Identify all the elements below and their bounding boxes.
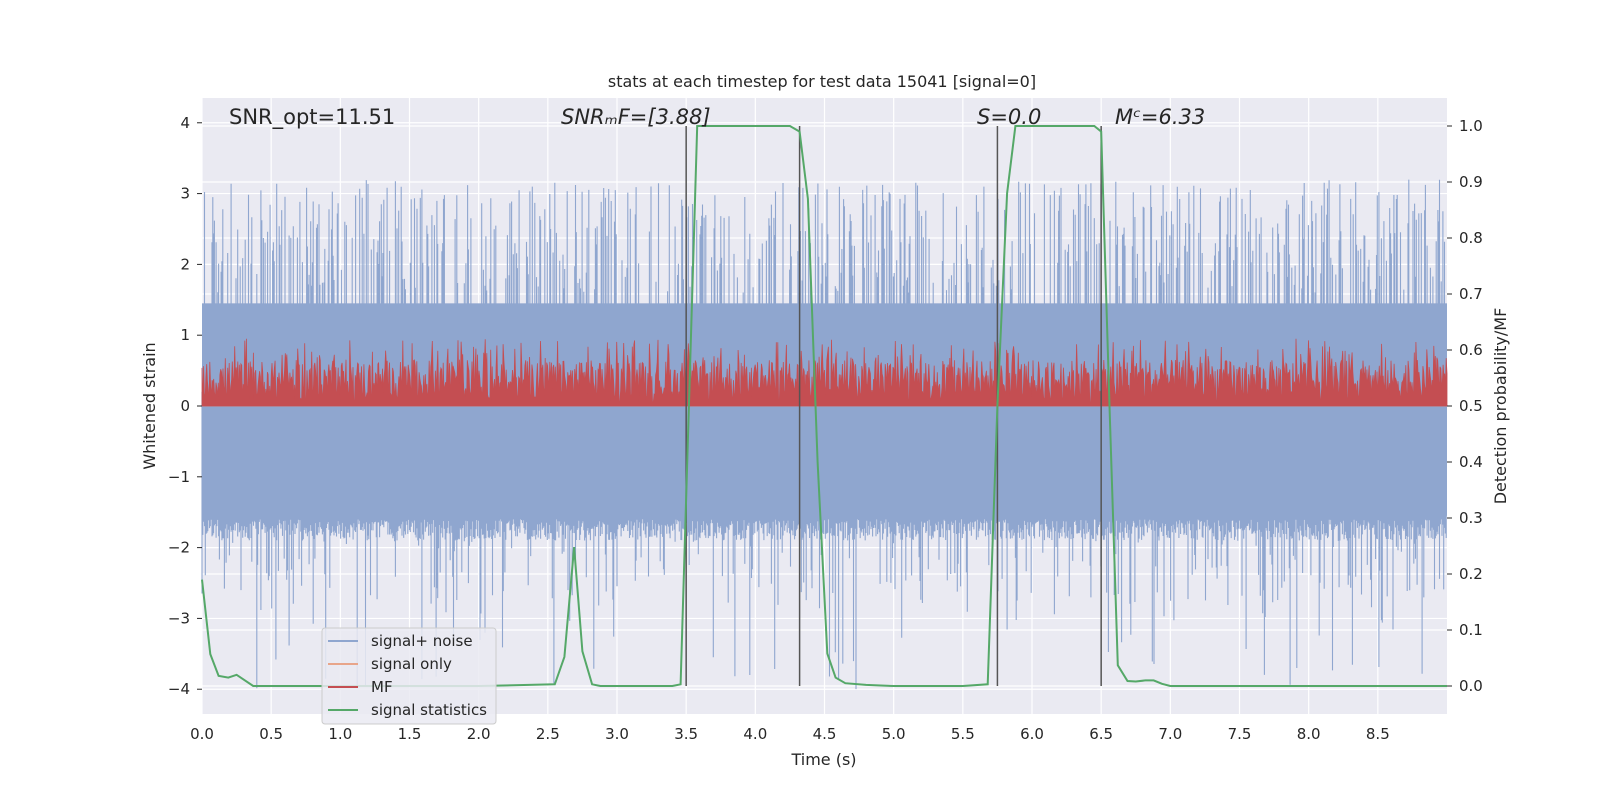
y-left-tick-label: 1 <box>180 326 190 344</box>
y-left-axis-label: Whitened strain <box>140 342 159 469</box>
y-right-tick-label: 0.1 <box>1459 621 1483 639</box>
x-tick-label: 7.5 <box>1228 725 1252 743</box>
y-left-tick-label: −4 <box>168 680 190 698</box>
x-tick-label: 5.5 <box>951 725 975 743</box>
y-left-tick-label: −2 <box>168 539 190 557</box>
y-right-tick-label: 0.8 <box>1459 229 1483 247</box>
x-tick-label: 5.0 <box>882 725 906 743</box>
x-tick-label: 6.5 <box>1089 725 1113 743</box>
y-right-tick-label: 1.0 <box>1459 117 1483 135</box>
y-left-tick-label: 0 <box>180 397 190 415</box>
legend-label-signal-noise: signal+ noise <box>371 632 473 650</box>
legend-label-signal-only: signal only <box>371 655 452 673</box>
x-tick-label: 0.5 <box>259 725 283 743</box>
x-tick-label: 7.0 <box>1158 725 1182 743</box>
x-tick-label: 3.0 <box>605 725 629 743</box>
y-right-tick-label: 0.4 <box>1459 453 1483 471</box>
y-right-axis-label: Detection probability/MF <box>1491 308 1510 505</box>
annotation-snr-mf: SNRₘF=[3.88] <box>561 105 711 129</box>
y-right-tick-label: 0.7 <box>1459 285 1483 303</box>
y-right-tick-label: 0.2 <box>1459 565 1483 583</box>
x-tick-label: 2.0 <box>467 725 491 743</box>
y-left-tick-label: 4 <box>180 114 190 132</box>
legend-box <box>321 627 497 725</box>
y-right-tick-label: 0.0 <box>1459 677 1483 695</box>
y-left-tick-label: −1 <box>168 468 190 486</box>
chart-title: stats at each timestep for test data 150… <box>608 72 1036 91</box>
legend: signal+ noise signal only MF signal stat… <box>321 627 497 725</box>
y-right-axis-ticks: 0.0 0.1 0.2 0.3 0.4 0.5 0.6 0.7 0.8 0.9 1.0 <box>1447 117 1483 695</box>
x-tick-label: 8.5 <box>1366 725 1390 743</box>
x-tick-label: 4.5 <box>813 725 837 743</box>
legend-label-mf: MF <box>371 678 393 696</box>
x-tick-label: 3.5 <box>674 725 698 743</box>
x-tick-label: 1.0 <box>328 725 352 743</box>
y-left-tick-label: 2 <box>180 255 190 273</box>
y-left-tick-label: 3 <box>180 185 190 203</box>
y-left-tick-label: −3 <box>168 609 190 627</box>
y-right-tick-label: 0.3 <box>1459 509 1483 527</box>
x-tick-label: 0.0 <box>190 725 214 743</box>
x-tick-label: 8.0 <box>1297 725 1321 743</box>
series-mf <box>201 338 1448 407</box>
x-axis-ticks: 0.0 0.5 1.0 1.5 2.0 2.5 3.0 3.5 4.0 4.5 5.0 5.5 6.0 6… <box>190 725 1390 743</box>
annotation-snr-opt: SNR_opt=11.51 <box>229 105 395 130</box>
x-tick-label: 2.5 <box>536 725 560 743</box>
annotation-s-value: S=0.0 <box>977 105 1041 129</box>
y-right-tick-label: 0.5 <box>1459 397 1483 415</box>
x-axis-label: Time (s) <box>790 750 856 769</box>
y-right-tick-label: 0.9 <box>1459 173 1483 191</box>
x-tick-label: 4.0 <box>743 725 767 743</box>
series-signal-noise-core <box>202 303 1447 516</box>
y-right-tick-label: 0.6 <box>1459 341 1483 359</box>
x-tick-label: 6.0 <box>1020 725 1044 743</box>
legend-label-signal-statistics: signal statistics <box>371 701 487 719</box>
y-left-axis-ticks: −4 −3 −2 −1 0 1 2 3 4 <box>168 114 202 698</box>
x-tick-label: 1.5 <box>398 725 422 743</box>
annotation-mc-value: Mᶜ=6.33 <box>1115 105 1205 129</box>
series-layer <box>201 179 1448 690</box>
